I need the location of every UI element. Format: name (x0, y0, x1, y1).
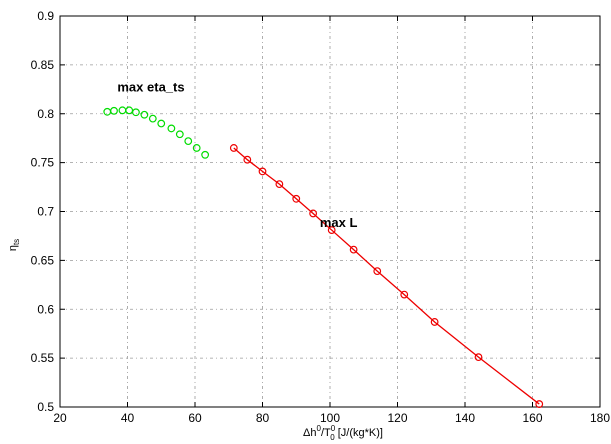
y-tick-label: 0.65 (31, 253, 55, 267)
y-tick-label: 0.85 (31, 58, 55, 72)
series-0-point (132, 108, 140, 117)
series-1-point (243, 155, 252, 164)
y-tick-label: 0.5 (37, 400, 54, 414)
annotation-label: max eta_ts (117, 79, 184, 94)
series-1-line (233, 147, 540, 405)
y-tick-label: 0.9 (37, 9, 54, 23)
y-tick-label: 0.7 (37, 205, 54, 219)
series-1-point (327, 226, 336, 234)
x-axis-label-sup2: 0 (331, 424, 336, 433)
series-1-point (430, 318, 439, 326)
x-tick-label: 120 (387, 411, 407, 425)
series-0-point (148, 114, 157, 123)
x-tick-label: 20 (53, 411, 67, 425)
series-1-point (309, 209, 318, 218)
series-1-point (349, 245, 358, 254)
x-axis-label-delta: Δh (303, 427, 316, 439)
series-0-point (167, 124, 176, 133)
x-axis-label-units: [J/(kg*K)] (335, 427, 383, 439)
series-1-point (400, 290, 409, 299)
x-axis-label: Δh0/T0 0 [J/(kg*K)] (303, 424, 383, 442)
series-1-point (535, 400, 544, 408)
x-tick-label: 140 (455, 411, 475, 425)
series-0-point (184, 137, 193, 146)
x-tick-label: 80 (256, 411, 270, 425)
series-0-point (201, 150, 210, 159)
y-axis-label: ηts (7, 239, 21, 251)
x-tick-label: 160 (522, 411, 542, 425)
series-layer (103, 106, 544, 408)
series-0-point (140, 110, 149, 119)
y-axis-label-base: η (7, 245, 19, 251)
y-axis-label-sub: ts (12, 239, 21, 245)
y-tick-label: 0.8 (37, 107, 54, 121)
series-0-point (103, 107, 112, 116)
series-1-point (229, 144, 238, 152)
ticks: 20 40 60 80 100 120 140 160 180 0.5 0.55 0.6 0.65 0.7… (31, 9, 611, 425)
y-tick-label: 0.6 (37, 302, 54, 316)
grid (60, 16, 600, 407)
x-axis-label-sup1: 0 (317, 424, 322, 433)
x-axis-label-sub2: 0 (330, 433, 335, 442)
annotation-label: max L (320, 215, 358, 230)
x-tick-label: 60 (188, 411, 202, 425)
series-0-point (125, 106, 134, 115)
series-0-point (192, 144, 201, 152)
series-1-point (292, 194, 301, 203)
x-axis-label-slash: /T (321, 427, 331, 439)
series-1-point (275, 180, 284, 189)
series-1-point (373, 267, 382, 276)
series-0-point (175, 130, 184, 139)
series-1-point (258, 167, 267, 176)
x-tick-label: 40 (121, 411, 135, 425)
series-0-point (118, 106, 127, 115)
series-1-point (474, 353, 483, 362)
y-tick-label: 0.55 (31, 351, 55, 365)
series-0-point (157, 119, 166, 128)
y-tick-label: 0.75 (31, 156, 55, 170)
x-tick-label: 100 (320, 411, 340, 425)
series-0-point (110, 106, 118, 115)
x-tick-label: 180 (590, 411, 610, 425)
